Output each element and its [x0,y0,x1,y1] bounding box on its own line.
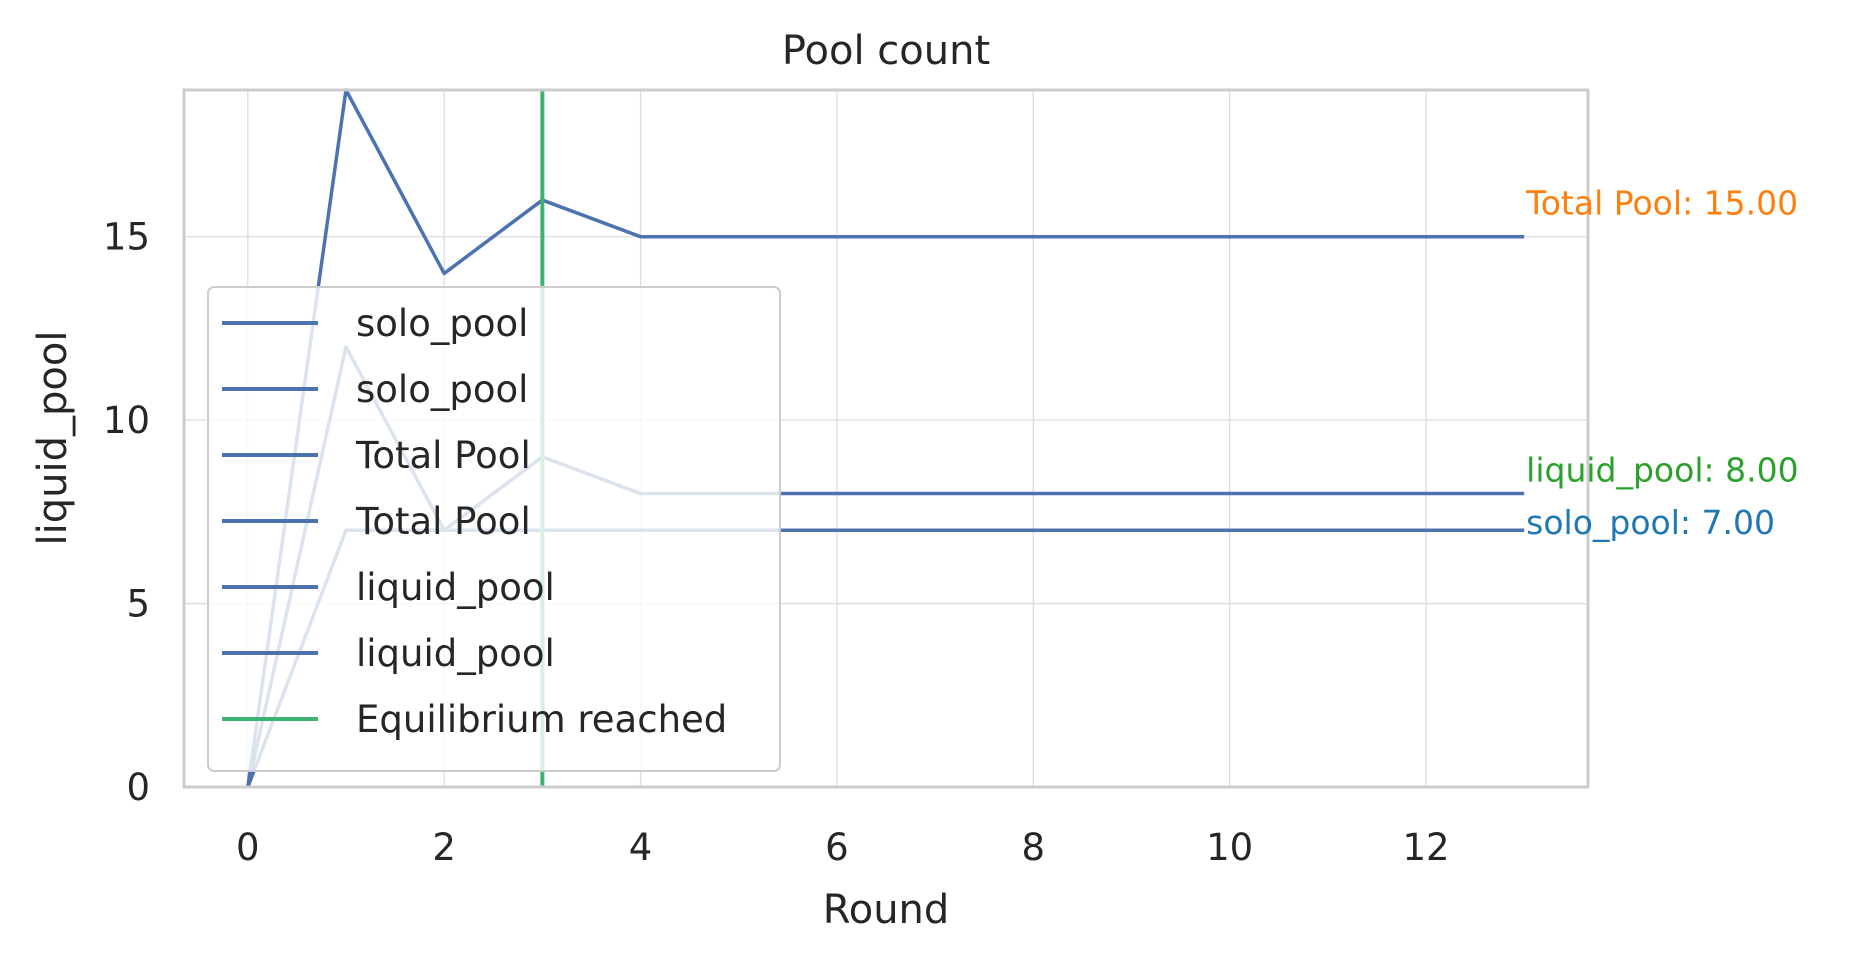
plot-frame [182,88,1590,789]
end-label: liquid_pool: 8.00 [1526,451,1798,490]
legend-box [207,286,781,772]
y-tick-label: 10 [103,399,150,442]
x-tick-label: 6 [825,826,849,869]
legend-label: liquid_pool [356,632,555,675]
x-tick-label: 12 [1402,826,1449,869]
end-label: Total Pool: 15.00 [1525,184,1798,223]
x-tick-label: 8 [1021,826,1045,869]
x-tick-label: 10 [1206,826,1253,869]
legend-label: Equilibrium reached [356,698,727,741]
legend-label: solo_pool [356,302,528,345]
legend-label: solo_pool [356,368,528,411]
end-labels: Total Pool: 15.00 liquid_pool: 8.00 solo_p… [1525,184,1798,542]
y-axis-label: liquid_pool [30,331,76,546]
chart-title: Pool count [782,28,990,74]
x-axis-label: Round [823,887,950,933]
legend: solo_pool solo_pool Total Pool Total Pool li… [207,286,781,772]
y-tick-labels: 0 5 10 15 [103,216,150,809]
end-label: solo_pool: 7.00 [1526,503,1775,542]
x-tick-labels: 0 2 4 6 8 10 12 [236,826,1450,869]
legend-label: Total Pool [355,434,531,477]
y-tick-label: 15 [103,216,150,259]
series-line-total-pool [246,88,1525,788]
x-tick-label: 0 [236,826,260,869]
x-tick-label: 2 [432,826,456,869]
x-tick-label: 4 [629,826,653,869]
y-tick-label: 5 [126,583,150,626]
legend-label: liquid_pool [356,566,555,609]
legend-label: Total Pool [355,500,531,543]
y-tick-label: 0 [126,766,150,809]
